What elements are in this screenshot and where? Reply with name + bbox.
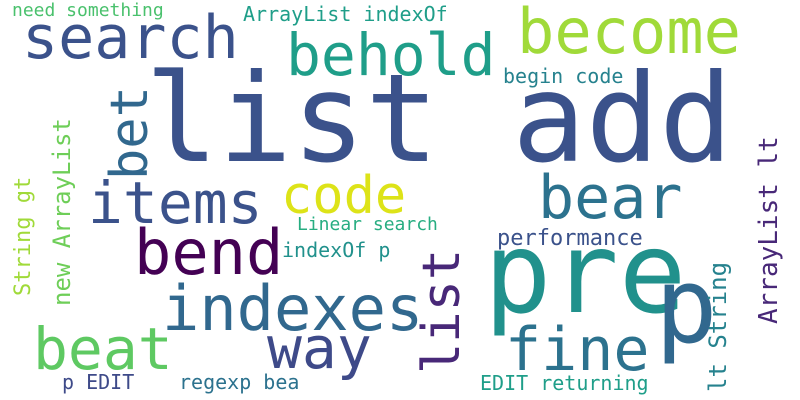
word-new-arraylist: new ArrayList <box>48 118 76 306</box>
word-string-gt: String gt <box>11 176 36 296</box>
word-bear: bear <box>538 163 683 233</box>
word-bet: bet <box>100 86 160 180</box>
word-fine: fine <box>505 315 650 385</box>
word-linear-search: Linear search <box>297 214 438 235</box>
word-performance: performance <box>497 226 643 251</box>
word-code: code <box>281 166 407 226</box>
word-arraylist-lt: ArrayList lt <box>754 136 784 324</box>
word-indexes: indexes <box>162 272 424 345</box>
word-indexof-p: indexOf p <box>282 238 391 262</box>
word-become: become <box>517 0 741 68</box>
word-begin-code: begin code <box>503 64 624 88</box>
word-beat: beat <box>33 315 173 383</box>
word-lt-string: lt String <box>704 261 732 392</box>
word-bend: bend <box>134 216 284 289</box>
word-search: search <box>22 3 239 73</box>
word-p-edit: p EDIT <box>62 370 135 394</box>
word-behold: behold <box>286 21 496 89</box>
word-pre: pre <box>484 209 687 339</box>
word-list-add: list add <box>145 48 733 190</box>
word-arraylist-indexof: ArrayList indexOf <box>243 2 448 26</box>
word-way: way <box>267 314 372 382</box>
word-need-something: need something <box>12 0 164 21</box>
word-edit-returning: EDIT returning <box>480 371 649 395</box>
word-p: p <box>655 245 718 367</box>
word-items: items <box>88 169 263 237</box>
word-regexp-bea: regexp bea <box>179 370 300 394</box>
word-list-vertical: list <box>412 248 472 374</box>
